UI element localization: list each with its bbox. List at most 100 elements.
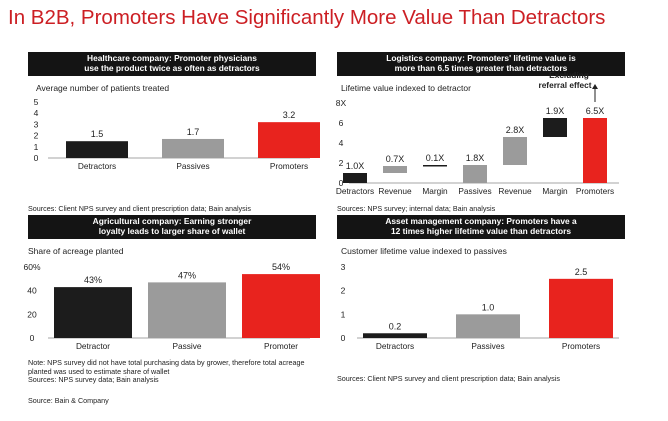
page-title: In B2B, Promoters Have Significantly Mor… — [8, 6, 606, 29]
y-tick-label: 60% — [23, 262, 40, 272]
annotation-arrowhead — [592, 84, 598, 89]
chart-header: Agricultural company: Earning stronger l… — [28, 215, 316, 239]
x-tick-label: Margin — [422, 186, 448, 196]
y-tick-label: 1 — [341, 309, 346, 319]
y-tick-label: 20 — [27, 309, 37, 319]
data-label: 1.9X — [546, 106, 565, 116]
chart-note-line-1: Note: NPS survey did not have total purc… — [28, 358, 305, 367]
y-tick-label: 0 — [34, 153, 39, 163]
chart-header-line-1: Agricultural company: Earning stronger — [92, 216, 252, 226]
y-tick-label: 1 — [34, 142, 39, 152]
data-label: 1.5 — [91, 129, 104, 139]
bar — [66, 141, 128, 158]
x-tick-label: Promoters — [562, 341, 600, 351]
x-tick-label: Passives — [458, 186, 491, 196]
data-label: 1.0X — [346, 161, 365, 171]
x-tick-label: Detractor — [76, 341, 110, 351]
y-tick-label: 2 — [34, 131, 39, 141]
y-tick-label: 40 — [27, 286, 37, 296]
annotation-text: referral effect — [538, 80, 591, 90]
y-tick-label: 0 — [339, 178, 344, 188]
bar — [383, 166, 407, 173]
data-label: 0.1X — [426, 153, 445, 163]
chart-sources: Sources: NPS survey data; Bain analysis — [28, 375, 159, 385]
bar — [242, 274, 320, 338]
x-tick-label: Detractors — [376, 341, 414, 351]
chart-subtitle: Share of acreage planted — [28, 246, 124, 256]
bar — [162, 138, 224, 158]
y-tick-label: 0 — [30, 333, 35, 343]
bar — [583, 118, 607, 183]
data-label: 43% — [84, 275, 102, 285]
chart-note-line-2: planted was used to estimate share of wa… — [28, 366, 170, 376]
bar — [148, 282, 226, 338]
page-source: Source: Bain & Company — [28, 396, 109, 405]
chart-subtitle: Lifetime value indexed to detractor — [341, 83, 471, 93]
y-tick-label: 2 — [339, 158, 344, 168]
chart-header-line-1: Logistics company: Promoters' lifetime v… — [386, 53, 576, 63]
bar — [363, 333, 427, 338]
chart-subtitle: Customer lifetime value indexed to passi… — [341, 246, 507, 256]
chart-header-line-2: more than 6.5 times greater than detract… — [394, 63, 568, 73]
logistics-chart: 0 2 4 6 8X 1.0X Detractors 0.7X Revenue 0.1X Margi… — [336, 70, 619, 196]
bar — [456, 314, 520, 338]
bar — [343, 173, 367, 183]
y-tick-label: 3 — [341, 262, 346, 272]
bar — [503, 137, 527, 165]
data-label: 54% — [272, 262, 290, 272]
x-tick-label: Detractors — [78, 161, 116, 171]
data-label: 0.2 — [389, 321, 402, 331]
bar — [258, 122, 320, 158]
chart-header: Asset management company: Promoters have… — [337, 215, 625, 239]
x-tick-label: Margin — [542, 186, 568, 196]
logistics-panel: Logistics company: Promoters' lifetime v… — [336, 52, 625, 217]
asset-management-chart: 0 1 2 3 0.2 Detractors 1.0 Passives 2.5 Promoters — [341, 262, 619, 351]
data-label: 2.5 — [575, 267, 588, 277]
y-tick-label: 3 — [34, 119, 39, 129]
data-label: 1.0 — [482, 302, 495, 312]
annotation-text: Excluding — [549, 70, 589, 80]
data-label: 3.2 — [283, 110, 296, 120]
y-tick-label: 5 — [34, 97, 39, 107]
x-tick-label: Promoters — [270, 161, 308, 171]
chart-subtitle: Average number of patients treated — [36, 83, 170, 93]
healthcare-chart: 012 345 1.5 Detractors 1.7 Passives 3.2 Promote… — [34, 97, 320, 171]
chart-header-line-1: Asset management company: Promoters have… — [385, 216, 577, 226]
x-tick-label: Detractors — [336, 186, 374, 196]
agricultural-chart: 0 20 40 60% 43% Detractor 47% Passive 54% Promote… — [23, 262, 320, 351]
data-label: 1.8X — [466, 153, 485, 163]
x-tick-label: Passives — [176, 161, 209, 171]
data-label: 6.5X — [586, 106, 605, 116]
y-tick-label: 4 — [339, 138, 344, 148]
y-tick-label: 2 — [341, 286, 346, 296]
x-tick-label: Revenue — [378, 186, 412, 196]
chart-sources: Sources: Client NPS survey and client pr… — [28, 204, 251, 213]
x-tick-label: Passives — [471, 341, 504, 351]
data-label: 47% — [178, 270, 196, 280]
bar — [543, 118, 567, 137]
chart-sources: Sources: Client NPS survey and client pr… — [337, 374, 560, 383]
y-tick-label: 0 — [341, 333, 346, 343]
bar — [423, 165, 447, 167]
chart-header-line-2: 12 times higher lifetime value than detr… — [390, 226, 572, 236]
agricultural-panel: Agricultural company: Earning stronger l… — [23, 215, 320, 405]
y-tick-label: 4 — [34, 108, 39, 118]
x-tick-label: Promoter — [264, 341, 298, 351]
data-label: 2.8X — [506, 125, 525, 135]
chart-sources: Sources: NPS survey; internal data; Bain… — [337, 204, 496, 213]
healthcare-panel: Healthcare company: Promoter physicians … — [28, 52, 320, 217]
bar — [54, 287, 132, 338]
chart-header-line-2: loyalty leads to larger share of wallet — [98, 226, 246, 236]
y-tick-label: 6 — [339, 118, 344, 128]
x-tick-label: Promoters — [576, 186, 614, 196]
bar — [463, 165, 487, 183]
chart-header: Healthcare company: Promoter physicians … — [28, 52, 316, 76]
x-tick-label: Passive — [172, 341, 201, 351]
chart-header: Logistics company: Promoters' lifetime v… — [337, 52, 625, 76]
y-tick-label: 8X — [336, 98, 347, 108]
x-tick-label: Revenue — [498, 186, 532, 196]
data-label: 0.7X — [386, 154, 405, 164]
data-label: 1.7 — [187, 127, 200, 137]
chart-header-line-1: Healthcare company: Promoter physicians — [87, 53, 257, 63]
chart-header-line-2: use the product twice as often as detrac… — [84, 63, 260, 73]
